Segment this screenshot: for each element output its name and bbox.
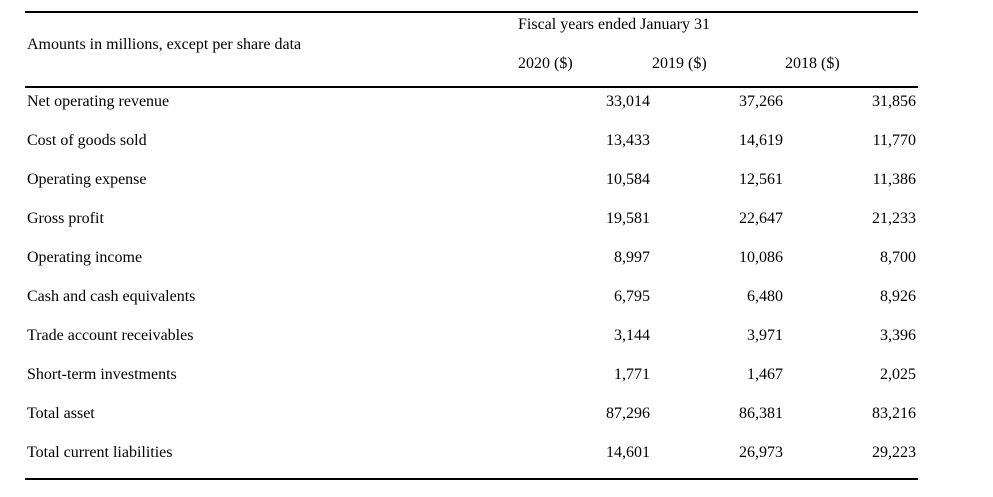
value-2019: 12,561 (739, 171, 783, 188)
table-row: Net operating revenue 33,014 37,266 31,8… (25, 88, 918, 127)
row-label: Operating expense (27, 171, 147, 188)
column-header-2020: 2020 ($) (518, 55, 573, 72)
table-row: Cash and cash equivalents 6,795 6,480 8,… (25, 283, 918, 322)
column-header-2019: 2019 ($) (652, 55, 707, 72)
value-2020: 13,433 (606, 132, 650, 149)
value-2020: 8,997 (614, 249, 650, 266)
value-2020: 14,601 (606, 444, 650, 461)
table-header: Amounts in millions, except per share da… (25, 13, 918, 88)
value-2018: 11,770 (872, 132, 916, 149)
fiscal-years-group-header: Fiscal years ended January 31 (518, 16, 710, 33)
row-label: Trade account receivables (27, 327, 194, 344)
value-2020: 10,584 (606, 171, 650, 188)
row-label: Operating income (27, 249, 143, 266)
table-header-right: Fiscal years ended January 31 2020 ($) 2… (518, 13, 918, 86)
value-2019: 10,086 (739, 249, 783, 266)
table-row: Short-term investments 1,771 1,467 2,025 (25, 361, 918, 400)
value-2019: 26,973 (739, 444, 783, 461)
value-2020: 6,795 (614, 288, 650, 305)
financial-table: Amounts in millions, except per share da… (25, 11, 918, 480)
table-meta-label: Amounts in millions, except per share da… (27, 36, 302, 53)
row-label: Cash and cash equivalents (27, 288, 196, 305)
column-header-2018: 2018 ($) (785, 55, 840, 72)
table-row: Gross profit 19,581 22,647 21,233 (25, 205, 918, 244)
row-label: Cost of goods sold (27, 132, 147, 149)
value-2018: 83,216 (872, 405, 916, 422)
value-2020: 19,581 (606, 210, 650, 227)
column-headers: 2020 ($) 2019 ($) 2018 ($) (518, 54, 918, 74)
row-label: Total asset (27, 405, 95, 422)
table-row: Trade account receivables 3,144 3,971 3,… (25, 322, 918, 361)
value-2018: 21,233 (872, 210, 916, 227)
value-2020: 1,771 (614, 366, 650, 383)
row-label: Net operating revenue (27, 93, 170, 110)
value-2019: 1,467 (747, 366, 783, 383)
value-2020: 3,144 (614, 327, 650, 344)
table-row: Total current liabilities 14,601 26,973 … (25, 439, 918, 478)
value-2019: 22,647 (739, 210, 783, 227)
value-2019: 37,266 (739, 93, 783, 110)
value-2018: 8,926 (880, 288, 916, 305)
value-2018: 3,396 (880, 327, 916, 344)
row-label: Total current liabilities (27, 444, 173, 461)
value-2018: 11,386 (872, 171, 916, 188)
value-2020: 33,014 (606, 93, 650, 110)
value-2018: 8,700 (880, 249, 916, 266)
table-body: Net operating revenue 33,014 37,266 31,8… (25, 88, 918, 480)
row-label: Gross profit (27, 210, 104, 227)
value-2019: 3,971 (747, 327, 783, 344)
value-2020: 87,296 (606, 405, 650, 422)
value-2019: 14,619 (739, 132, 783, 149)
value-2019: 6,480 (747, 288, 783, 305)
table-row: Operating income 8,997 10,086 8,700 (25, 244, 918, 283)
value-2018: 31,856 (872, 93, 916, 110)
value-2018: 2,025 (880, 366, 916, 383)
value-2018: 29,223 (872, 444, 916, 461)
table-row: Cost of goods sold 13,433 14,619 11,770 (25, 127, 918, 166)
table-row: Operating expense 10,584 12,561 11,386 (25, 166, 918, 205)
value-2019: 86,381 (739, 405, 783, 422)
row-label: Short-term investments (27, 366, 177, 383)
table-row: Total asset 87,296 86,381 83,216 (25, 400, 918, 439)
